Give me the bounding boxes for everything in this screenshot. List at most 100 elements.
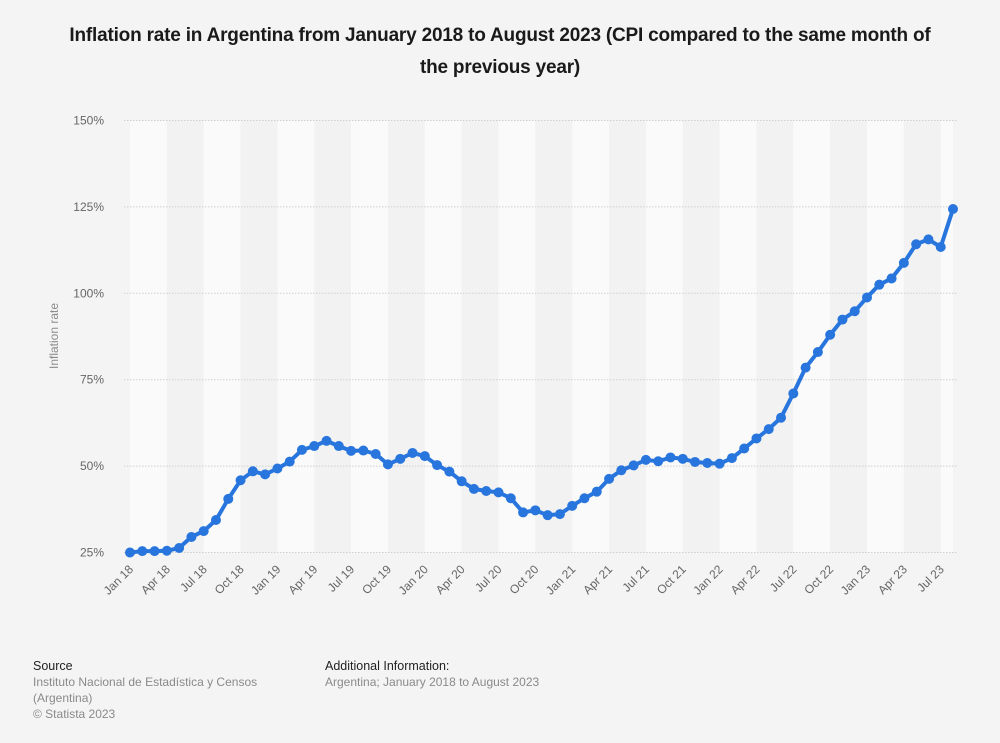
data-point [726, 453, 737, 464]
background-band [240, 120, 278, 553]
additional-info-heading: Additional Information: [325, 659, 450, 673]
y-tick-label: 125% [73, 200, 104, 214]
data-point [530, 505, 541, 516]
x-tick-label: Apr 22 [728, 562, 763, 597]
x-tick-label: Jan 21 [543, 562, 579, 598]
data-point [321, 435, 332, 446]
y-tick-label: 150% [73, 114, 104, 128]
x-tick-label: Apr 20 [433, 562, 468, 597]
data-point [333, 441, 344, 452]
additional-info-text: Argentina; January 2018 to August 2023 [325, 675, 540, 689]
background-band [719, 120, 757, 553]
data-point [174, 543, 185, 554]
background-band [498, 120, 536, 553]
series-inflation-rate [125, 203, 958, 558]
background-band [682, 120, 720, 553]
data-point [444, 466, 455, 477]
background-bands [130, 120, 953, 553]
background-band [793, 120, 831, 553]
data-point [763, 424, 774, 435]
data-point [309, 441, 320, 452]
data-point [849, 306, 860, 317]
background-band [461, 120, 499, 553]
data-point [923, 234, 934, 245]
data-point [358, 445, 369, 456]
data-point [690, 456, 701, 467]
source-line: Instituto Nacional de Estadística y Cens… [33, 675, 258, 689]
data-point [260, 469, 271, 480]
x-tick-label: Oct 20 [507, 562, 542, 597]
data-point [604, 473, 615, 484]
data-point [235, 475, 246, 486]
data-point [468, 483, 479, 494]
x-tick-label: Jan 23 [838, 562, 874, 598]
data-point [210, 515, 221, 526]
data-point [628, 460, 639, 471]
data-point [702, 457, 713, 468]
background-band [756, 120, 794, 553]
x-tick-label: Jul 21 [619, 562, 652, 595]
x-tick-label: Jan 18 [101, 562, 137, 598]
data-point [800, 362, 811, 373]
data-point [591, 486, 602, 497]
data-point [137, 546, 148, 557]
data-point [714, 458, 725, 469]
source-heading: Source [33, 659, 73, 673]
x-tick-label: Jan 22 [690, 562, 726, 598]
data-point [296, 444, 307, 455]
data-point [640, 454, 651, 465]
data-point [677, 453, 688, 464]
data-point [751, 433, 762, 444]
data-point [125, 547, 135, 558]
data-point [948, 203, 958, 214]
data-point [198, 526, 209, 537]
background-band [535, 120, 573, 553]
data-point [370, 449, 381, 460]
x-tick-label: Oct 21 [654, 562, 689, 597]
source-block: Source Instituto Nacional de Estadística… [33, 658, 293, 722]
data-point [284, 456, 295, 467]
data-point [567, 500, 578, 511]
data-point [419, 451, 430, 462]
y-axis-ticks: 25% 50% 75% 100% 125% 150% [73, 114, 104, 560]
data-point [456, 476, 467, 487]
data-point [505, 493, 516, 504]
data-point [407, 447, 418, 458]
line-chart: 25% 50% 75% 100% 125% 150% Jan 18 Apr 18 Jul 18… [47, 114, 958, 598]
x-axis-ticks: Jan 18 Apr 18 Jul 18 Oct 18 Jan 19 Apr 19 Jul … [101, 562, 947, 598]
data-point [247, 466, 258, 477]
data-point [886, 273, 897, 284]
data-point [395, 453, 406, 464]
x-tick-label: Oct 19 [359, 562, 394, 597]
data-point [432, 460, 443, 471]
data-point [837, 314, 848, 325]
data-point [874, 279, 885, 290]
background-band [203, 120, 241, 553]
x-tick-label: Oct 18 [212, 562, 247, 597]
background-band [130, 120, 167, 553]
data-point [481, 485, 492, 496]
copyright: © Statista 2023 [33, 707, 116, 721]
data-point [898, 257, 909, 268]
x-tick-label: Jul 23 [914, 562, 947, 595]
data-point [542, 510, 553, 521]
background-band [424, 120, 462, 553]
data-point [518, 507, 529, 518]
background-band [166, 120, 204, 553]
x-tick-label: Apr 23 [875, 562, 910, 597]
background-band [277, 120, 315, 553]
data-point [223, 493, 234, 504]
background-band [867, 120, 904, 553]
data-point [493, 487, 504, 498]
chart-title: Inflation rate in Argentina from January… [69, 25, 931, 78]
y-tick-label: 50% [80, 459, 104, 473]
x-tick-label: Oct 22 [801, 562, 836, 597]
background-band [351, 120, 388, 553]
additional-info-block: Additional Information: Argentina; Janua… [325, 658, 725, 690]
y-tick-label: 25% [80, 546, 104, 560]
data-point [554, 509, 565, 520]
y-tick-label: 75% [80, 373, 104, 387]
data-point [911, 239, 922, 250]
data-point [382, 459, 393, 470]
x-tick-label: Jan 20 [396, 562, 432, 598]
